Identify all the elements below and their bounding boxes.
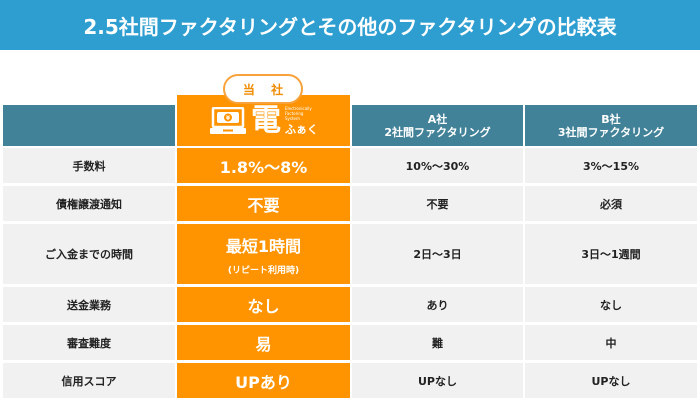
row-label-credit-score: 信用スコア <box>3 363 175 398</box>
own-screening-difficulty: 易 <box>177 325 350 360</box>
row-label-remittance: 送金業務 <box>3 287 175 322</box>
a-assignment-notice: 不要 <box>352 186 523 221</box>
page-title: 2.5社間ファクタリングとその他のファクタリングの比較表 <box>0 0 700 50</box>
b-assignment-notice: 必須 <box>525 186 697 221</box>
header-company-a-name: A社 <box>427 112 448 126</box>
logo-kana: ふぁく <box>285 122 318 136</box>
logo-tagline-1: Electronically <box>285 105 312 111</box>
header-company-a: A社 2社間ファクタリング <box>352 105 523 146</box>
b-payment-time: 3日〜1週間 <box>525 224 697 284</box>
own-credit-score: UPあり <box>177 363 350 398</box>
logo-kanji: 電 <box>251 102 281 138</box>
row-label-payment-time: ご入金までの時間 <box>3 224 175 284</box>
own-assignment-notice: 不要 <box>177 186 350 221</box>
denfaku-logo: ¥ 電 Electronically Factoring System ふぁく <box>209 102 318 138</box>
own-remittance: なし <box>177 287 350 322</box>
header-label-column <box>3 105 175 146</box>
header-company-b-type: 3社間ファクタリング <box>557 125 665 139</box>
own-payment-time: 最短1時間 (リピート利用時) <box>177 224 350 284</box>
laptop-yen-icon: ¥ <box>210 106 246 134</box>
header-company-a-type: 2社間ファクタリング <box>384 125 491 139</box>
header-company-b: B社 3社間ファクタリング <box>525 105 697 146</box>
own-payment-time-main: 最短1時間 <box>225 236 302 256</box>
b-fee: 3%〜15% <box>525 148 697 183</box>
a-screening-difficulty: 難 <box>352 325 523 360</box>
a-fee: 10%〜30% <box>352 148 523 183</box>
row-label-screening-difficulty: 審査難度 <box>3 325 175 360</box>
svg-text:¥: ¥ <box>226 115 231 122</box>
own-company-badge: 当 社 <box>223 74 303 104</box>
b-remittance: なし <box>525 287 697 322</box>
b-screening-difficulty: 中 <box>525 325 697 360</box>
a-remittance: あり <box>352 287 523 322</box>
a-payment-time: 2日〜3日 <box>352 224 523 284</box>
a-credit-score: UPなし <box>352 363 523 398</box>
own-fee: 1.8%〜8% <box>177 148 350 183</box>
own-payment-time-note: (リピート利用時) <box>227 265 300 276</box>
logo-tagline-3: System <box>285 115 300 121</box>
row-label-fee: 手数料 <box>3 148 175 183</box>
row-label-assignment-notice: 債権譲渡通知 <box>3 186 175 221</box>
logo-tagline-2: Factoring <box>285 110 304 116</box>
header-company-b-name: B社 <box>601 112 621 126</box>
b-credit-score: UPなし <box>525 363 697 398</box>
